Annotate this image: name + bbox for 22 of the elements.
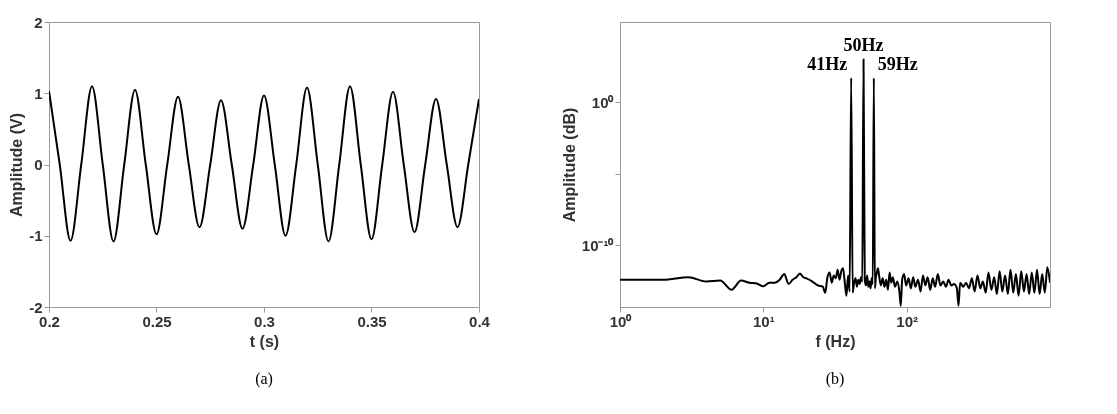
y-tick-label: 2 bbox=[34, 13, 43, 31]
y-tick-label: -1 bbox=[29, 227, 43, 245]
annotation: 41Hz bbox=[807, 53, 848, 74]
x-axis-title: t (s) bbox=[249, 332, 280, 350]
x-tick-label: 0.35 bbox=[357, 312, 387, 330]
x-tick-label: 0.3 bbox=[254, 312, 275, 330]
y-axis-title: Amplitude (dB) bbox=[560, 107, 578, 223]
annotation: 59Hz bbox=[877, 53, 918, 74]
x-axis-title: f (Hz) bbox=[815, 332, 856, 350]
x-tick-label: 10¹ bbox=[752, 312, 775, 330]
text: (b) bbox=[825, 370, 845, 388]
y-tick-label: 0 bbox=[34, 156, 43, 173]
x-tick-label: 10² bbox=[896, 312, 919, 330]
x-tick-label: 0.4 bbox=[469, 312, 491, 330]
y-axis-title: Amplitude (V) bbox=[8, 113, 26, 217]
annotation: 50Hz bbox=[843, 35, 884, 56]
x-tick-label: 10⁰ bbox=[609, 312, 633, 330]
text: (a) bbox=[255, 370, 273, 388]
line-series bbox=[49, 85, 479, 243]
x-tick-label: 0.25 bbox=[142, 312, 172, 330]
y-tick-label: 1 bbox=[34, 84, 43, 102]
y-tick-label: 10⁻¹⁰ bbox=[581, 236, 615, 254]
